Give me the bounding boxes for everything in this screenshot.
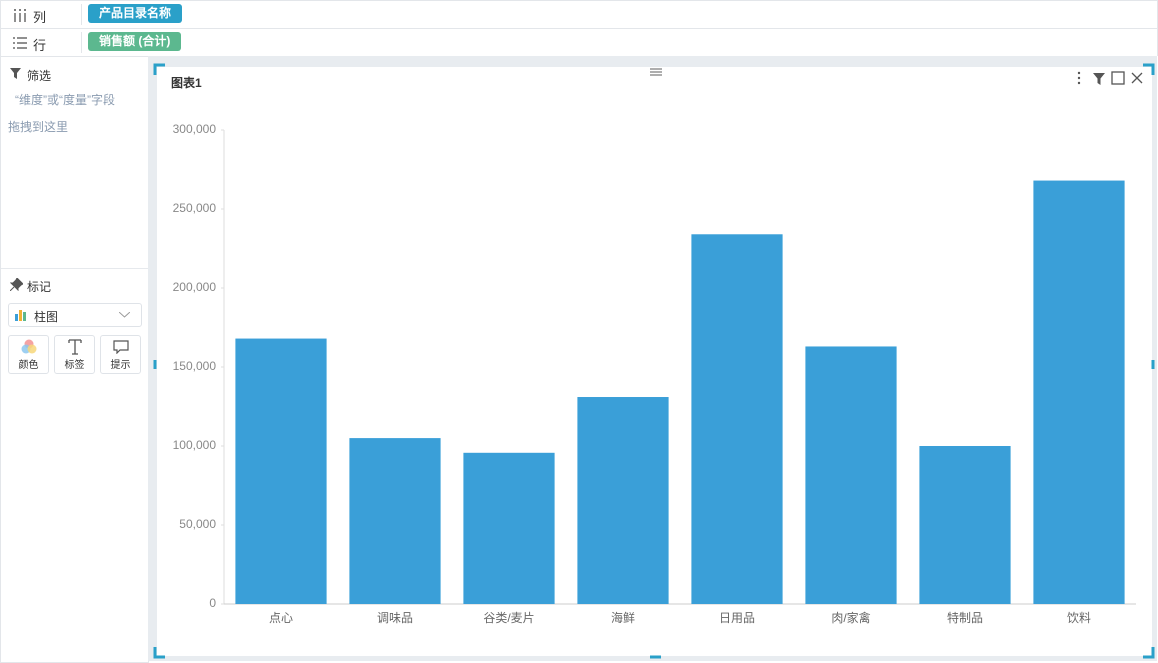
- chart-card: 图表1 0 50,000 100,000 150,000 200,000 250,000 3…: [153, 63, 1155, 659]
- y-tick-label: 100,000: [173, 438, 217, 452]
- separator: [81, 4, 82, 25]
- divider: [1, 268, 148, 269]
- button-label: 标签: [64, 360, 85, 371]
- y-tick-label: 0: [209, 596, 216, 610]
- label-button[interactable]: 标签: [54, 335, 95, 374]
- y-tick-label: 50,000: [179, 517, 216, 531]
- bar: [919, 446, 1011, 604]
- field-pill[interactable]: 产品目录名称: [88, 4, 183, 23]
- shelf-label: 行: [33, 38, 47, 53]
- x-tick-label: 调味品: [377, 611, 413, 625]
- drop-hint: 拖拽到这里: [8, 120, 69, 134]
- selection-corners: [153, 63, 1155, 659]
- dropdown-arrow: [119, 312, 130, 318]
- x-tick-label: 日用品: [719, 611, 755, 625]
- color-icon: [21, 339, 37, 354]
- text-icon: [68, 339, 82, 355]
- columns-shelf: 列 产品目录名称: [0, 0, 1158, 28]
- section-title: 标记: [27, 280, 52, 294]
- section-title: 筛选: [27, 69, 52, 83]
- separator: [81, 32, 82, 53]
- bar-icon: [15, 310, 26, 321]
- x-tick-label: 特制品: [947, 610, 983, 625]
- button-label: 提示: [110, 360, 131, 371]
- x-tick-label: 谷类/麦片: [483, 611, 534, 625]
- bar: [577, 397, 669, 604]
- bar: [235, 338, 327, 604]
- pin-icon: [10, 278, 23, 291]
- y-tick-label: 150,000: [173, 359, 217, 373]
- chart-tools[interactable]: [1077, 71, 1143, 85]
- y-tick-label: 200,000: [173, 280, 217, 294]
- rows-shelf: 行 销售额 (合计): [0, 28, 1158, 56]
- button-label: 颜色: [18, 360, 39, 371]
- x-tick-label: 点心: [269, 611, 293, 625]
- y-tick-label: 250,000: [173, 201, 217, 215]
- y-tick-label: 300,000: [173, 122, 217, 136]
- chart-type-select[interactable]: 柱图: [8, 303, 142, 327]
- columns-icon: [14, 9, 26, 22]
- x-tick-label: 饮料: [1067, 611, 1091, 625]
- tooltip-button[interactable]: 提示: [100, 335, 141, 374]
- tooltip-icon: [113, 340, 129, 354]
- bar: [1033, 180, 1125, 604]
- select-value: 柱图: [34, 310, 59, 324]
- drag-handle[interactable]: [650, 68, 662, 76]
- x-tick-label: 海鲜: [611, 610, 635, 625]
- bar: [805, 346, 897, 604]
- bar: [463, 452, 555, 604]
- side-panel: 筛选 “维度”或“度量”字段 拖拽到这里 标记 柱图 颜色 标签 提示: [0, 56, 149, 663]
- x-tick-label: 肉/家禽: [831, 610, 870, 625]
- bar: [691, 234, 783, 604]
- color-button[interactable]: 颜色: [8, 335, 49, 374]
- chart-title: 图表1: [171, 75, 202, 90]
- drop-hint: “维度”或“度量”字段: [15, 93, 115, 107]
- filter-icon: [10, 68, 21, 79]
- shelf-label: 列: [33, 10, 47, 25]
- bar: [349, 438, 441, 604]
- rows-icon: [13, 37, 27, 49]
- field-pill[interactable]: 销售额 (合计): [88, 32, 182, 51]
